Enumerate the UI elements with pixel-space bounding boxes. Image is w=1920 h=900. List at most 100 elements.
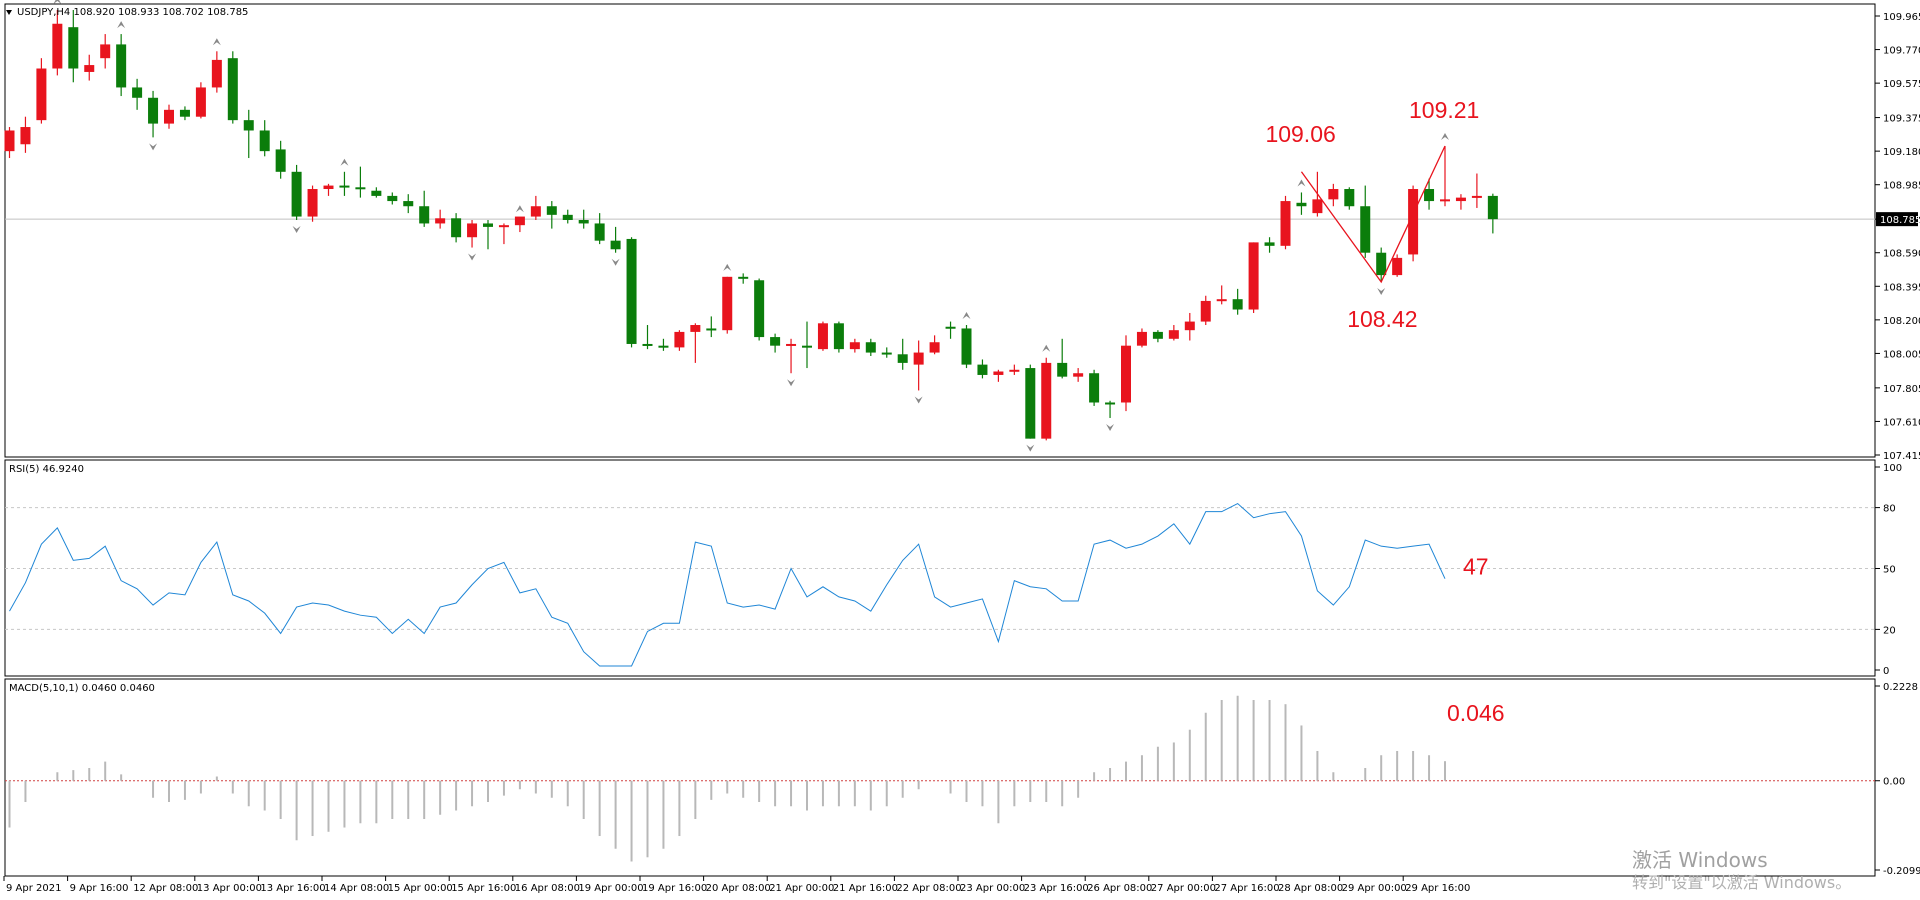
candle-body <box>1487 195 1498 220</box>
candle-body <box>626 238 637 344</box>
candle-body <box>307 189 318 217</box>
candle-body <box>514 216 525 226</box>
candle-body <box>20 127 31 145</box>
candle-body <box>610 240 621 250</box>
fractal-down-arrow-icon <box>149 143 158 151</box>
time-tick-label: 26 Apr 08:00 <box>1087 883 1152 894</box>
fractal-down-arrow-icon <box>787 379 796 387</box>
candle-body <box>1424 189 1435 202</box>
candle-body <box>929 342 940 353</box>
time-tick-label: 21 Apr 16:00 <box>833 883 898 894</box>
candle-body <box>1232 299 1243 310</box>
price-pane-title: USDJPY,H4 108.920 108.933 108.702 108.78… <box>17 7 248 18</box>
candle-body <box>530 206 541 217</box>
time-tick-label: 16 Apr 08:00 <box>515 883 580 894</box>
price-ytick-label: 109.965 <box>1883 12 1920 23</box>
rsi-ytick-label: 0 <box>1883 666 1889 677</box>
candle-body <box>467 223 478 238</box>
candle-body <box>1105 402 1116 405</box>
candle-body <box>578 220 589 224</box>
candle-body <box>179 109 190 117</box>
fractal-down-arrow-icon <box>1106 423 1115 431</box>
macd-ytick-label: 0.00 <box>1883 777 1905 788</box>
candle-body <box>1312 199 1323 214</box>
candle-body <box>706 328 717 331</box>
time-tick-label: 22 Apr 08:00 <box>896 883 961 894</box>
candle-body <box>1073 373 1084 377</box>
collapse-triangle-icon[interactable] <box>6 10 12 15</box>
candle-body <box>881 352 892 355</box>
candle-body <box>1328 189 1339 200</box>
rsi-pane[interactable]: 100 80 50 20 0 RSI(5) 46.9240 47 <box>4 459 1902 677</box>
time-tick-label: 28 Apr 08:00 <box>1278 883 1343 894</box>
candle-body <box>961 328 972 365</box>
candle-body <box>945 326 956 329</box>
candle-body <box>674 331 685 348</box>
candle-body <box>786 343 797 346</box>
candle-body <box>419 206 430 224</box>
candle-body <box>4 130 15 152</box>
price-pane[interactable]: 109.965 109.770 109.575 109.375 109.180 108.9… <box>4 0 1920 462</box>
candle-body <box>817 323 828 350</box>
candle-body <box>722 276 733 331</box>
price-ytick-label: 108.395 <box>1883 282 1920 293</box>
time-tick-label: 29 Apr 00:00 <box>1342 883 1407 894</box>
candle-body <box>690 325 701 332</box>
fractal-up-arrow-icon <box>117 21 126 29</box>
candle-body <box>913 352 924 365</box>
candle-body <box>1025 368 1036 439</box>
candle-body <box>802 345 812 348</box>
candle-body <box>546 206 557 215</box>
candle-body <box>642 343 653 346</box>
candle-body <box>594 223 605 241</box>
candle-body <box>1440 199 1450 202</box>
candle-body <box>1344 189 1355 207</box>
candle-body <box>993 371 1004 375</box>
fractal-down-arrow-icon <box>1377 287 1386 295</box>
fractal-down-arrow-icon <box>468 253 477 261</box>
fractal-down-arrow-icon <box>1026 444 1035 452</box>
price-ytick-label: 108.590 <box>1883 249 1920 260</box>
candle-body <box>1041 362 1052 439</box>
candle-body <box>1089 373 1100 403</box>
macd-pane[interactable]: 0.2228 0.00 -0.2099 MACD(5,10,1) 0.0460 0.… <box>4 678 1920 877</box>
candle-body <box>1121 345 1131 403</box>
time-tick-label: 9 Apr 2021 <box>6 883 61 894</box>
time-tick-label: 19 Apr 16:00 <box>642 883 707 894</box>
macd-pane-frame <box>4 678 1876 877</box>
candle-body <box>1296 202 1307 207</box>
activation-watermark-subtitle: 转到"设置"以激活 Windows。 <box>1632 873 1851 892</box>
rsi-ytick-label: 50 <box>1883 565 1896 576</box>
fractal-up-arrow-icon <box>1441 132 1449 140</box>
candle-body <box>658 345 669 348</box>
time-tick-label: 29 Apr 16:00 <box>1405 883 1470 894</box>
candle-body <box>897 354 908 363</box>
price-ytick-label: 109.770 <box>1883 46 1920 57</box>
candle-body <box>1280 201 1291 246</box>
fractal-up-arrow-icon <box>962 312 971 320</box>
candle-body <box>1455 197 1466 202</box>
price-ytick-label: 107.805 <box>1883 384 1920 395</box>
time-tick-label: 27 Apr 16:00 <box>1214 883 1279 894</box>
time-tick-label: 23 Apr 00:00 <box>960 883 1025 894</box>
time-tick-label: 15 Apr 00:00 <box>388 883 453 894</box>
rsi-pane-frame <box>4 459 1876 677</box>
candle-body <box>770 337 781 346</box>
price-ytick-label: 109.575 <box>1883 79 1920 90</box>
macd-pane-title: MACD(5,10,1) 0.0460 0.0460 <box>9 683 155 694</box>
candle-body <box>275 149 286 172</box>
fractal-down-arrow-icon <box>914 396 923 404</box>
candle-body <box>1200 300 1211 322</box>
rsi-ytick-label: 100 <box>1883 463 1902 474</box>
candle-body <box>1264 242 1275 246</box>
candle-body <box>1408 189 1419 255</box>
time-tick-label: 19 Apr 00:00 <box>578 883 643 894</box>
candle-body <box>1360 206 1371 253</box>
annotation-macd-value: 0.046 <box>1447 700 1505 726</box>
last-price-marker: 108.785 <box>1876 212 1920 227</box>
fractal-up-arrow-icon <box>340 158 349 166</box>
price-ytick-label: 107.610 <box>1883 417 1920 428</box>
candle-body <box>562 214 573 221</box>
time-tick-label: 9 Apr 16:00 <box>70 883 129 894</box>
